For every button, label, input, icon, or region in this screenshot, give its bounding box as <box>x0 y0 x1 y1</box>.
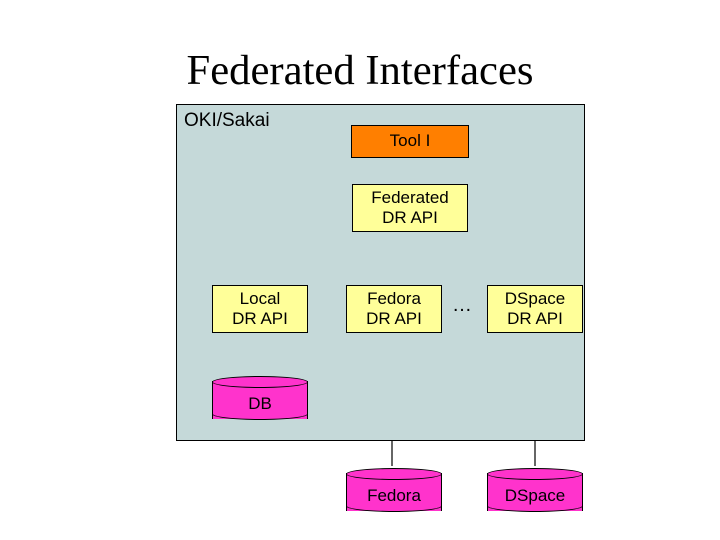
tool-label: Tool I <box>390 131 431 151</box>
diagram-title-text: Federated Interfaces <box>187 47 534 94</box>
ellipsis: … <box>452 294 472 317</box>
db-cylinder: DB <box>212 376 308 424</box>
fedora-label: Fedora <box>346 486 442 506</box>
local-dr-api-box: Local DR API <box>212 285 308 333</box>
fedora-api-label: Fedora DR API <box>366 289 422 330</box>
dspace-dr-api-box: DSpace DR API <box>487 285 583 333</box>
local-label: Local DR API <box>232 289 288 330</box>
fedora-dr-api-box: Fedora DR API <box>346 285 442 333</box>
diagram-title: Federated Interfaces <box>0 46 720 95</box>
fedora-cylinder: Fedora <box>346 468 442 516</box>
dspace-label: DSpace <box>487 486 583 506</box>
dspace-api-label: DSpace DR API <box>505 289 565 330</box>
dspace-cylinder: DSpace <box>487 468 583 516</box>
oki-sakai-label: OKI/Sakai <box>184 110 270 132</box>
db-label: DB <box>212 394 308 414</box>
tool-box: Tool I <box>351 125 469 158</box>
federated-label: Federated DR API <box>371 188 449 229</box>
federated-dr-api-box: Federated DR API <box>352 184 468 232</box>
